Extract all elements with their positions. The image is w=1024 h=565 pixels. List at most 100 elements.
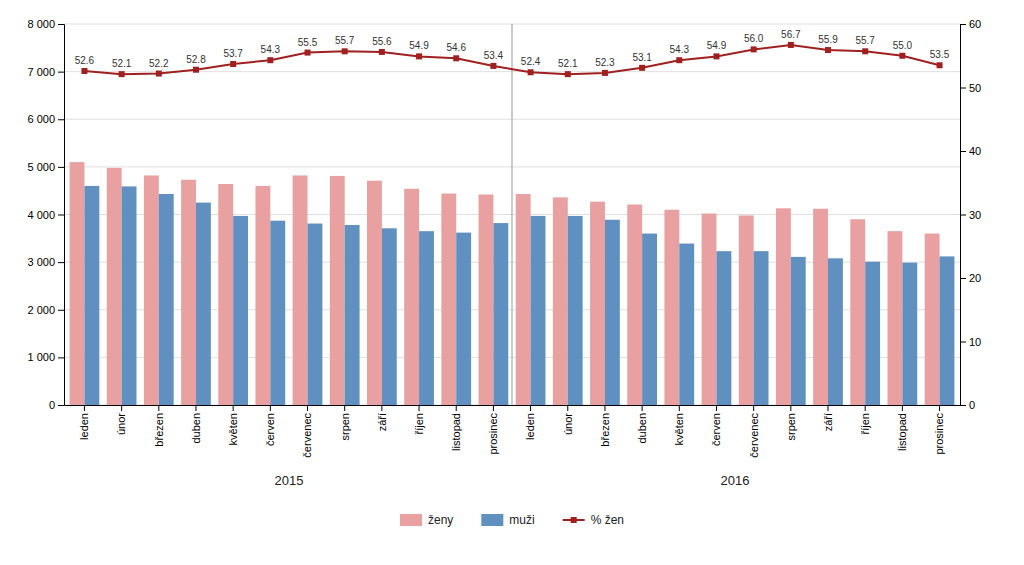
annotations: 20152016 (274, 473, 749, 488)
axis-line (65, 405, 961, 406)
bar (702, 214, 717, 405)
tick: květen (673, 405, 685, 445)
tick-label: květen (673, 413, 685, 445)
bar (828, 258, 843, 405)
tick-mark (419, 405, 420, 411)
tick-mark (58, 72, 64, 73)
tick-mark (679, 405, 680, 411)
tick: 5 000 (27, 161, 64, 173)
tick-mark (121, 405, 122, 411)
tick: duben (190, 405, 202, 444)
tick: duben (636, 405, 648, 444)
tick-mark (58, 119, 64, 120)
tick: 3 000 (27, 256, 64, 268)
tick-label: 60 (969, 18, 981, 30)
bar (441, 194, 456, 405)
bar (553, 197, 568, 405)
bar (754, 251, 769, 405)
tick-mark (58, 215, 64, 216)
tick: 1 000 (27, 351, 64, 363)
tick-label: 10 (969, 336, 981, 348)
bar (255, 186, 270, 405)
tick-label: leden (78, 413, 90, 440)
bar (479, 194, 494, 405)
tick-mark (58, 24, 64, 25)
tick-label: duben (190, 413, 202, 444)
tick-mark (939, 405, 940, 411)
tick-mark (567, 405, 568, 411)
tick-label: říjen (413, 413, 425, 434)
bar (107, 168, 122, 405)
bar (940, 256, 955, 405)
tick: červen (710, 405, 722, 446)
tick: březen (153, 405, 165, 447)
line-markers (81, 42, 942, 77)
tick-label: březen (599, 413, 611, 447)
bar (531, 216, 546, 405)
data-label: 52.4 (521, 56, 541, 67)
tick-mark (960, 278, 966, 279)
bar (605, 220, 620, 405)
marker (937, 62, 943, 68)
tick-label: listopad (450, 413, 462, 451)
tick: listopad (896, 405, 908, 451)
bar (925, 234, 940, 405)
marker (490, 63, 496, 69)
tick: únor (562, 405, 574, 435)
data-label: 53.7 (223, 48, 243, 59)
data-label: 54.9 (707, 40, 727, 51)
tick-mark (84, 405, 85, 411)
tick-mark (58, 167, 64, 168)
separators (512, 24, 513, 405)
tick-mark (233, 405, 234, 411)
marker (899, 53, 905, 59)
annotation: 2016 (721, 473, 750, 488)
tick-label: březen (153, 413, 165, 447)
tick-mark (828, 405, 829, 411)
bar (739, 215, 754, 405)
data-label: 52.1 (558, 58, 578, 69)
data-label: 54.6 (446, 42, 466, 53)
bar (888, 231, 903, 405)
bar (330, 176, 345, 405)
marker (825, 47, 831, 53)
bar (419, 231, 434, 405)
marker (676, 57, 682, 63)
bar (404, 189, 419, 405)
tick-mark (790, 405, 791, 411)
bar (293, 175, 308, 405)
tick-label: 0 (49, 399, 55, 411)
bar (865, 262, 880, 405)
bar (642, 234, 657, 405)
tick-label: 20 (969, 272, 981, 284)
tick-mark (58, 262, 64, 263)
tick-label: září (376, 413, 388, 431)
bar (679, 244, 694, 405)
chart: 52.652.152.252.853.754.355.555.755.654.9… (0, 0, 1024, 565)
tick: 2 000 (27, 304, 64, 316)
tick: leden (78, 405, 90, 440)
marker (528, 69, 534, 75)
tick-label: srpen (785, 413, 797, 441)
data-label: 55.0 (893, 40, 913, 51)
data-label: 55.7 (335, 35, 355, 46)
tick-label: 8 000 (27, 18, 55, 30)
data-label: 54.3 (670, 44, 690, 55)
data-label: 55.9 (818, 34, 838, 45)
marker (639, 65, 645, 71)
bar-series (84, 186, 954, 405)
bar (850, 219, 865, 405)
data-label: 53.4 (484, 50, 504, 61)
tick-label: červenec (301, 413, 313, 458)
tick: srpen (785, 405, 797, 441)
tick: 4 000 (27, 209, 64, 221)
tick-label: 2 000 (27, 304, 55, 316)
tick: 60 (960, 18, 981, 30)
legend-item: muži (481, 513, 534, 527)
tick-mark (530, 405, 531, 411)
tick-mark (58, 405, 64, 406)
tick-label: 4 000 (27, 209, 55, 221)
bar (345, 225, 360, 405)
tick: září (822, 405, 834, 431)
marker (81, 68, 87, 74)
